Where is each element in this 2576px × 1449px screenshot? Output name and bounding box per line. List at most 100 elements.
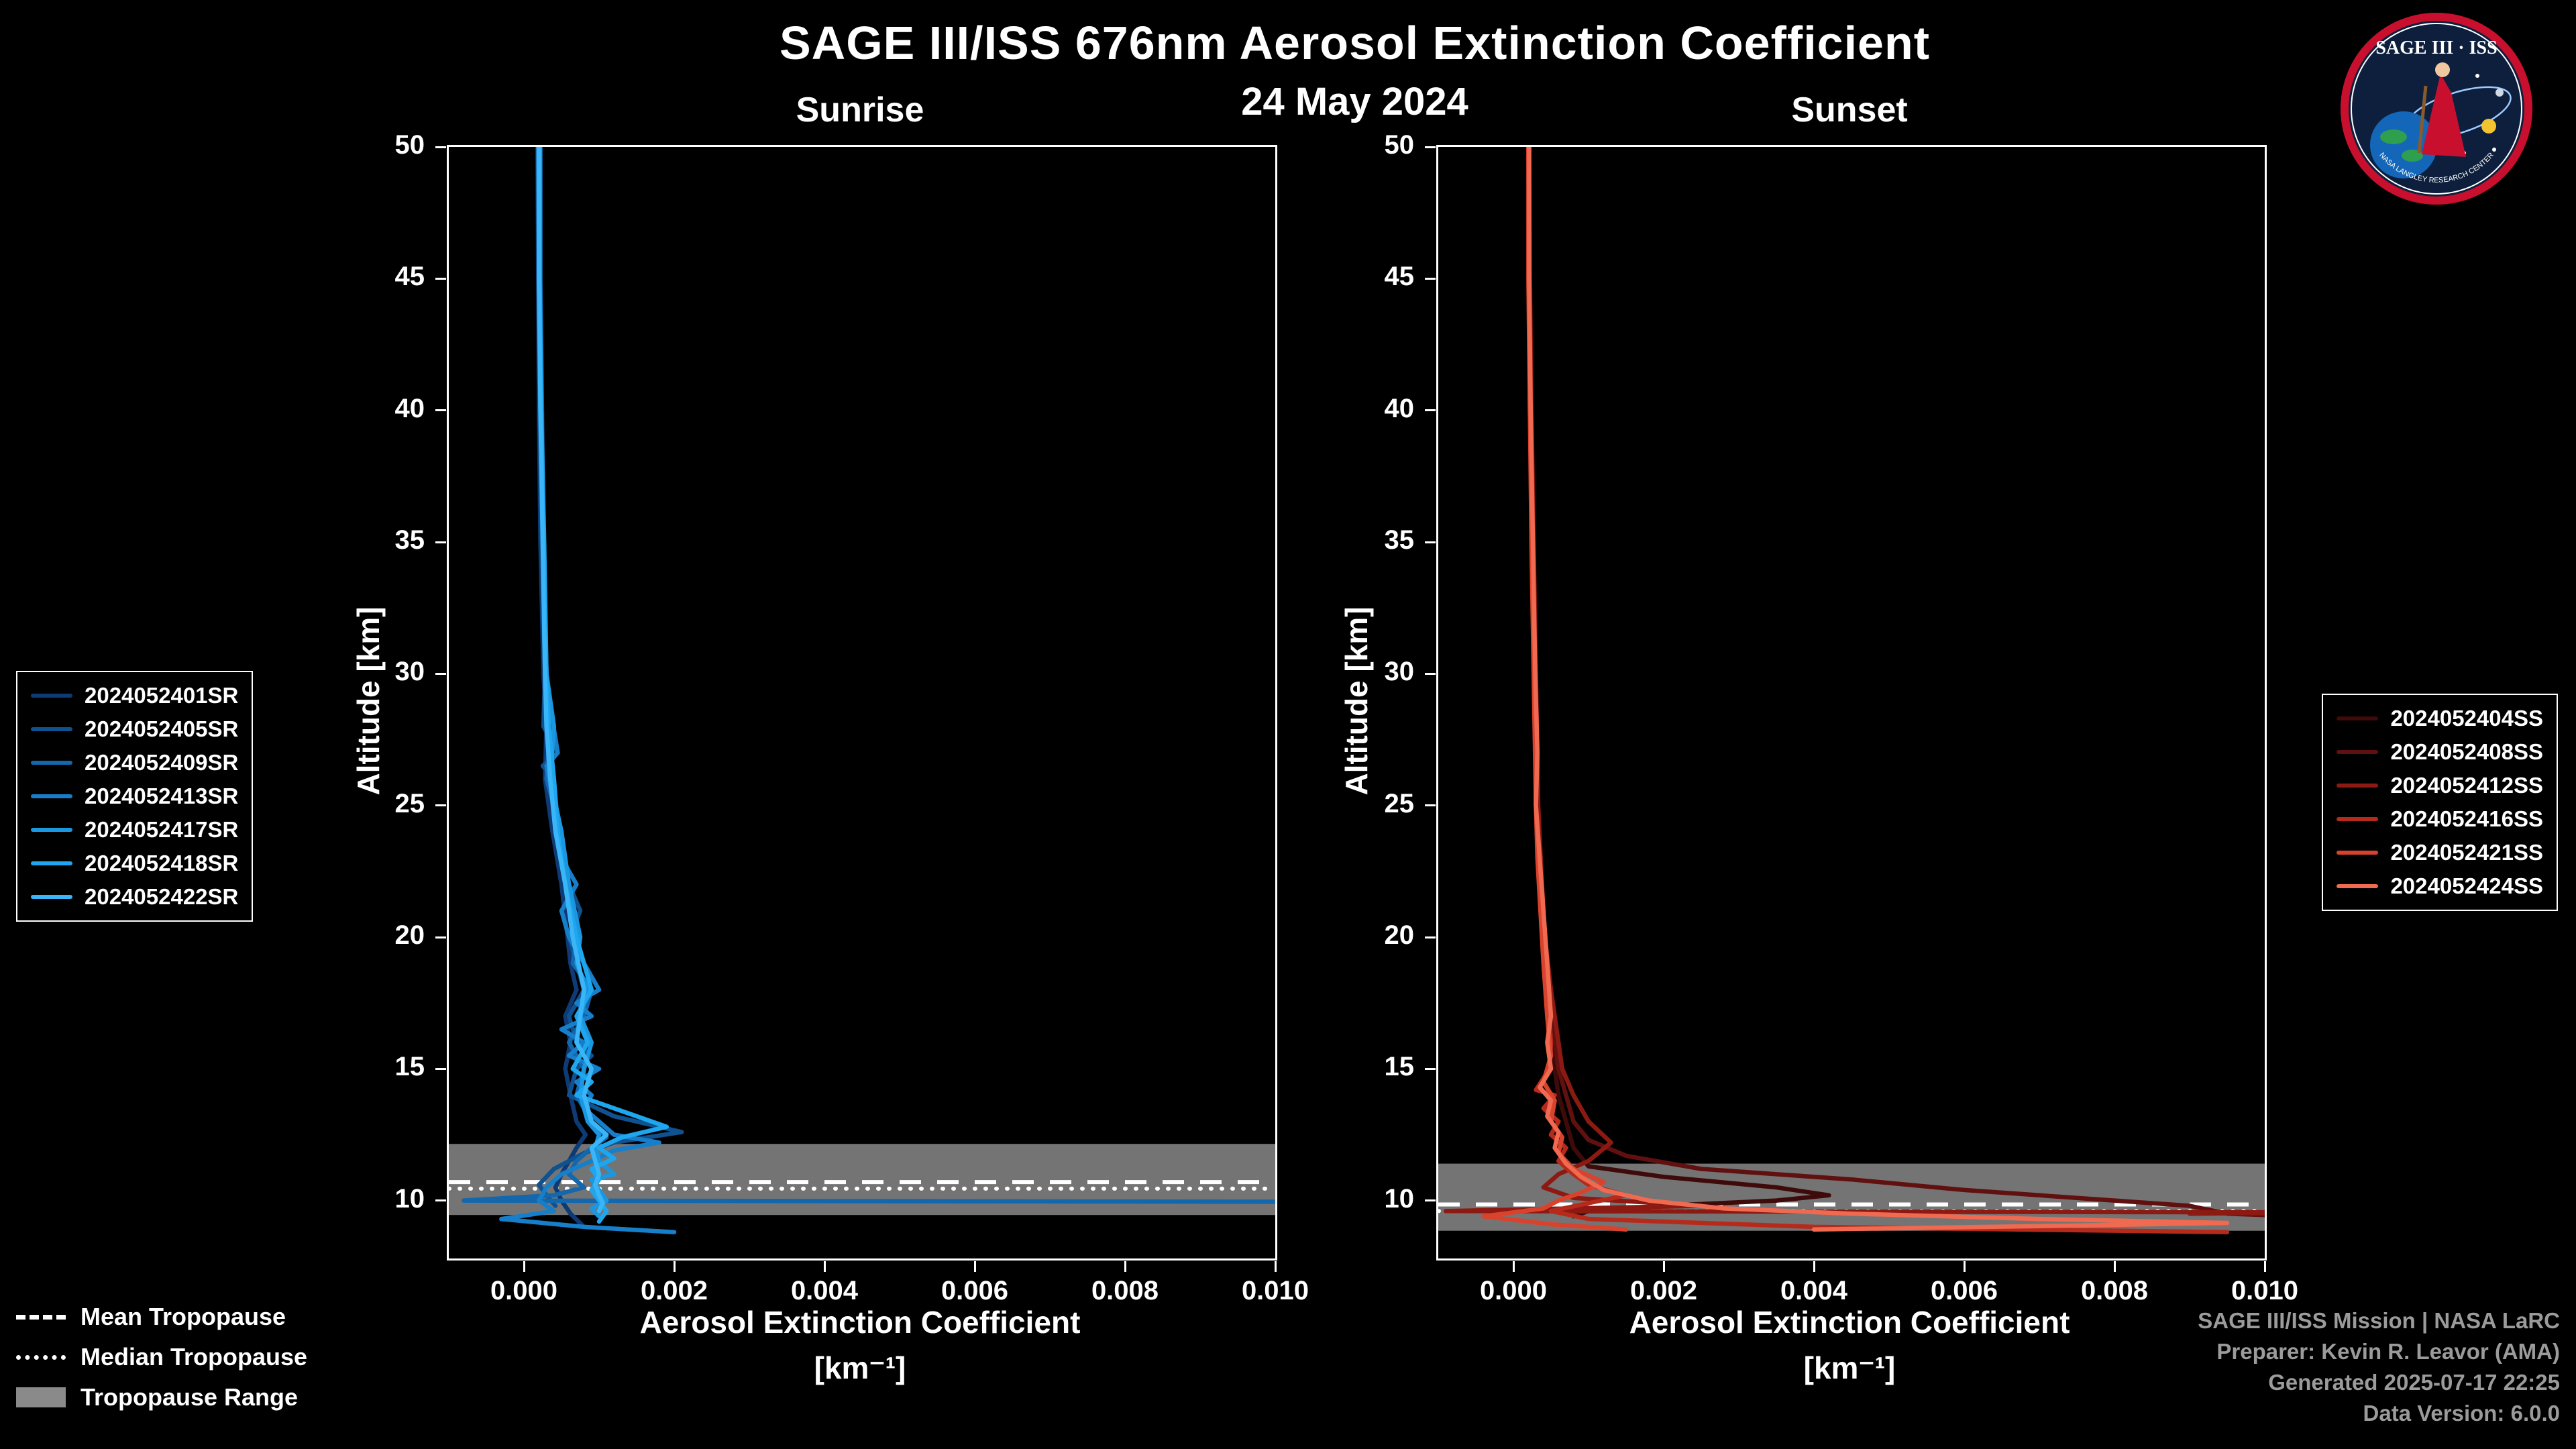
profile-2024052404SS [1526,147,1831,1219]
x-tick-mark [1662,1261,1665,1272]
legend-line-swatch-icon [2337,851,2379,855]
legend-item: 2024052412SS [2337,773,2543,798]
logo-sage-figure-icon [2422,74,2466,157]
y-tick-mark [1425,672,1436,675]
x-tick-label: 0.002 [1629,1276,1698,1305]
x-tick-label: 0.006 [941,1276,1009,1305]
legend-label: 2024052405SR [85,716,239,741]
legend-label: 2024052412SS [2390,773,2543,798]
x-tick-label: 0.006 [1930,1276,1998,1305]
legend-label: 2024052417SR [85,817,239,842]
profile-2024052416SS [1526,147,2230,1234]
logo-earth-continent [2380,129,2407,144]
legend-item: 2024052418SR [31,851,238,876]
y-tick-label: 15 [1384,1052,1415,1082]
x-tick-mark [973,1261,976,1272]
sunrise-y-axis-label: Altitude [km] [351,606,386,796]
legend-item: 2024052417SR [31,817,238,843]
logo-inner-ring [2351,23,2522,195]
x-tick-label: 0.004 [1780,1276,1848,1305]
y-tick-mark [435,672,446,675]
legend-item: 2024052421SS [2337,840,2543,865]
x-tick-label: 0.000 [490,1276,558,1305]
legend-label: 2024052408SS [2390,739,2543,764]
x-tick-mark [1813,1261,1815,1272]
x-tick-mark [1274,1261,1277,1272]
y-tick-mark [435,541,446,543]
x-tick-mark [823,1261,826,1272]
legend-line-swatch-icon [31,727,72,731]
legend-line-swatch-icon [31,861,72,865]
legend-line-swatch-icon [31,794,72,798]
y-tick-mark [1425,1199,1436,1202]
x-tick-mark [1124,1261,1126,1272]
legend-line-swatch-icon [31,694,72,698]
y-tick-label: 35 [1384,525,1415,555]
sunset-legend: 2024052404SS 2024052408SS 2024052412SS 2024… [2322,694,2558,911]
sunrise-chart [449,147,1275,1234]
y-tick-label: 25 [1384,788,1415,818]
x-tick-label: 0.004 [790,1276,859,1305]
legend-item: 2024052408SS [2337,739,2543,765]
logo-moon-icon [2496,89,2504,97]
logo-sage-head [2435,62,2450,77]
sunset-x-axis-units: [km⁻¹] [1803,1350,1896,1385]
y-tick-label: 20 [1384,920,1415,950]
legend-line-swatch-icon [31,895,72,899]
logo-sun-icon [2481,119,2496,133]
tropopause-range-swatch-icon [16,1387,66,1407]
y-tick-label: 10 [1384,1183,1415,1214]
header: SAGE III/ISS 676nm Aerosol Extinction Co… [447,0,2263,124]
mean-tropopause-label: Mean Tropopause [80,1303,286,1330]
legend-line-swatch-icon [2337,784,2379,788]
x-tick-mark [673,1261,676,1272]
y-tick-label: 35 [394,525,425,555]
y-tick-mark [435,146,446,148]
y-tick-mark [435,1067,446,1070]
legend-item: 2024052413SR [31,784,238,809]
y-tick-label: 25 [394,788,425,818]
legend-label: 2024052422SR [85,884,239,909]
y-tick-mark [435,936,446,938]
legend-label: 2024052413SR [85,784,239,808]
x-tick-label: 0.008 [2080,1276,2149,1305]
y-tick-label: 20 [394,920,425,950]
sunrise-x-axis-units: [km⁻¹] [814,1350,906,1385]
legend-item: 2024052405SR [31,716,238,742]
sunrise-x-axis-label: Aerosol Extinction Coefficient [639,1305,1081,1340]
logo-star-icon [2492,148,2496,152]
tropopause-range-label: Tropopause Range [80,1383,299,1411]
profile-2024052413SR [499,147,677,1234]
y-tick-label: 50 [1384,130,1415,160]
median-tropopause-legend-item: Median Tropopause [16,1343,307,1371]
legend-line-swatch-icon [2337,817,2379,821]
date-label: 24 May 2024 [1241,80,1468,123]
legend-label: 2024052418SR [85,851,239,875]
profile-2024052422SR [537,147,609,1214]
legend-item: 2024052416SS [2337,806,2543,832]
logo-staff-icon [2417,85,2428,154]
sunset-chart [1438,147,2265,1234]
y-tick-label: 30 [394,657,425,687]
tropopause-range-legend-item: Tropopause Range [16,1383,307,1411]
x-tick-mark [1963,1261,1966,1272]
legend-line-swatch-icon [2337,750,2379,754]
mean-tropopause-swatch-icon [16,1314,66,1320]
tropopause-legend: Mean Tropopause Median Tropopause Tropop… [16,1303,307,1411]
x-tick-label: 0.008 [1091,1276,1159,1305]
x-tick-mark [2113,1261,2116,1272]
legend-item: 2024052409SR [31,750,238,775]
y-tick-label: 15 [394,1052,425,1082]
y-tick-mark [1425,936,1436,938]
x-tick-label: 0.000 [1479,1276,1548,1305]
legend-label: 2024052401SR [85,683,239,708]
credit-data-version: Data Version: 6.0.0 [2363,1401,2560,1426]
y-tick-mark [1425,541,1436,543]
x-tick-mark [1512,1261,1515,1272]
page-title: SAGE III/ISS 676nm Aerosol Extinction Co… [779,17,1931,69]
x-tick-mark [523,1261,525,1272]
legend-item: 2024052404SS [2337,706,2543,731]
y-tick-mark [435,409,446,412]
sunset-plot: 0.000 0.002 0.004 0.006 0.008 0.010 10 15 20 25 30… [1385,130,2299,1305]
